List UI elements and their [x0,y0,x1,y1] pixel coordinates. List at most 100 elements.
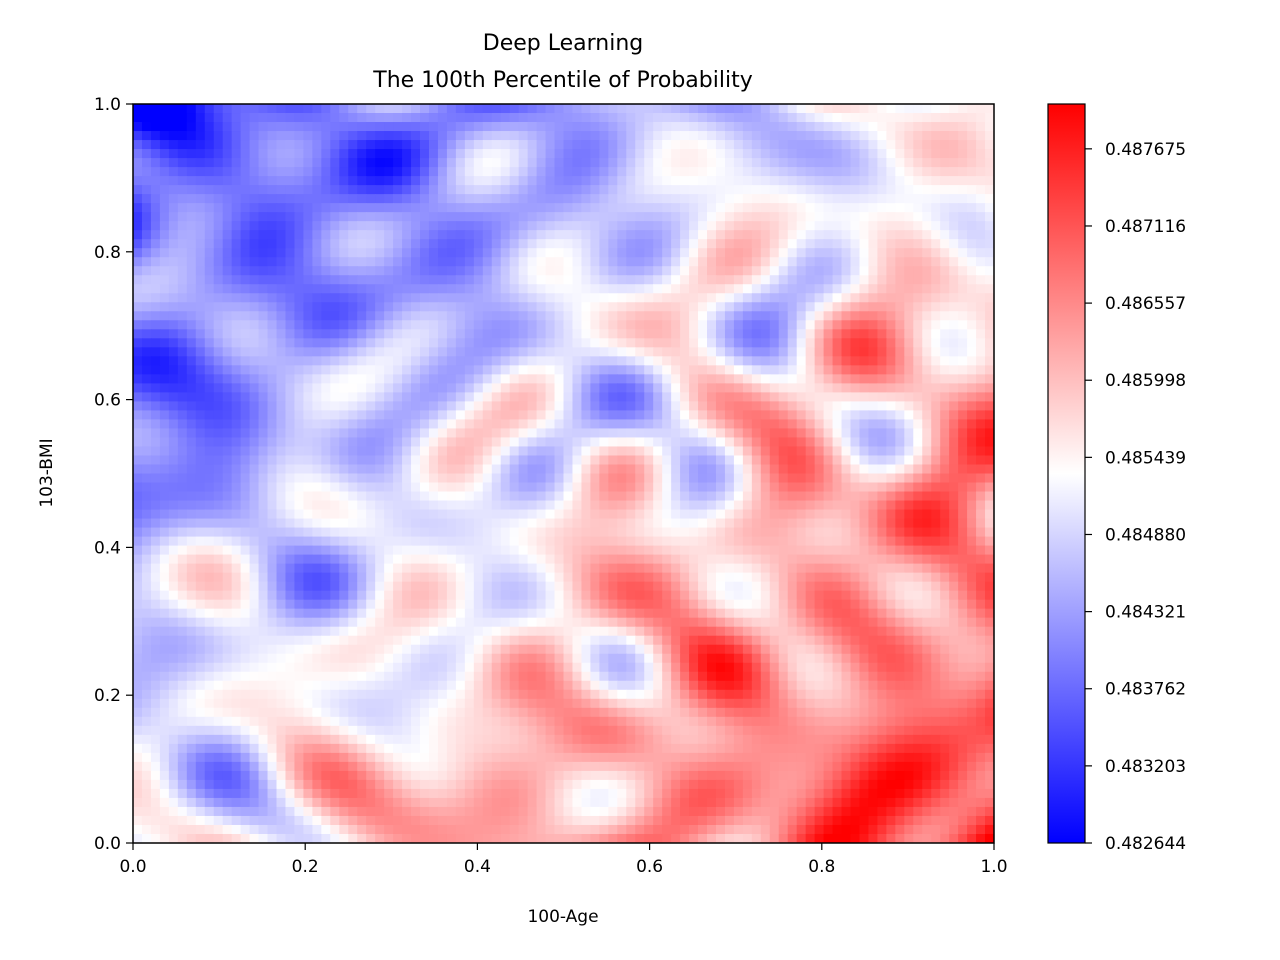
heatmap-cell [455,509,466,520]
heatmap-cell [922,554,932,565]
heatmap-cell [778,437,789,448]
heatmap-cell [141,284,152,294]
heatmap-cell [778,185,789,195]
heatmap-cell [446,500,457,511]
heatmap-cell [751,122,762,132]
heatmap-cell [563,518,574,529]
heatmap-cell [895,293,905,303]
heatmap-cell [554,500,565,511]
heatmap-cell [375,248,385,258]
heatmap-cell [967,545,977,556]
heatmap-cell [312,482,322,493]
heatmap-cell [402,113,412,123]
heatmap-cell [428,131,439,141]
heatmap-cell [769,446,780,457]
heatmap-cell [841,122,852,132]
heatmap-cell [249,401,260,412]
heatmap-cell [204,464,215,475]
heatmap-cell [491,158,502,168]
heatmap-cell [841,518,852,529]
heatmap-cell [536,509,547,520]
heatmap-cell [599,194,609,204]
heatmap-cell [366,212,376,222]
heatmap-cell [420,482,430,493]
heatmap-cell [428,545,439,556]
heatmap-cell [680,446,690,457]
heatmap-cell [150,383,161,393]
heatmap-cell [976,554,986,565]
heatmap-cell [240,527,251,538]
heatmap-cell [796,428,807,439]
heatmap-cell [931,347,941,357]
heatmap-cell [428,491,439,502]
heatmap-cell [294,248,305,258]
heatmap-cell [572,428,583,439]
heatmap-cell [500,266,511,276]
heatmap-cell [267,311,278,321]
heatmap-cell [590,212,600,222]
heatmap-cell [832,392,843,402]
heatmap-cell [267,104,278,114]
heatmap-cell [150,320,161,330]
heatmap-cell [464,482,475,493]
heatmap-cell [276,437,287,448]
heatmap-cell [617,320,627,330]
heatmap-cell [572,347,583,357]
heatmap-cell [689,329,699,339]
heatmap-cell [985,194,994,204]
heatmap-cell [276,248,287,258]
heatmap-cell [671,509,681,520]
heatmap-cell [473,230,484,240]
heatmap-cell [491,464,502,475]
heatmap-cell [366,275,376,285]
heatmap-cell [437,320,448,330]
heatmap-cell [590,113,600,123]
heatmap-cell [707,518,717,529]
heatmap-cell [787,302,798,312]
heatmap-cell [796,158,807,168]
heatmap-cell [608,419,618,430]
heatmap-cell [662,239,672,249]
heatmap-cell [940,248,950,258]
heatmap-cell [554,554,565,565]
heatmap-cell [572,140,583,150]
heatmap-cell [680,437,690,448]
heatmap-cell [258,320,269,330]
heatmap-cell [222,518,233,529]
heatmap-cell [904,131,914,141]
heatmap-cell [707,293,717,303]
heatmap-cell [554,464,565,475]
heatmap-cell [276,554,287,565]
heatmap-cell [922,329,932,339]
heatmap-cell [715,257,726,267]
heatmap-cell [662,482,672,493]
heatmap-cell [428,221,439,231]
heatmap-cell [527,221,538,231]
heatmap-cell [500,221,511,231]
heatmap-cell [482,185,493,195]
heatmap-cell [608,293,618,303]
heatmap-cell [913,266,923,276]
heatmap-cell [375,446,385,457]
heatmap-cell [258,113,269,123]
heatmap-cell [653,149,663,159]
heatmap-cell [348,329,358,339]
heatmap-cell [384,257,394,267]
heatmap-cell [303,536,313,547]
heatmap-cell [420,311,430,321]
heatmap-cell [141,338,152,348]
heatmap-cell [213,329,224,339]
heatmap-cell [572,266,583,276]
heatmap-cell [904,455,914,466]
heatmap-cell [724,212,735,222]
heatmap-cell [339,482,349,493]
heatmap-cell [689,491,699,502]
heatmap-cell [186,482,197,493]
heatmap-cell [141,518,152,529]
heatmap-cell [321,212,331,222]
heatmap-cell [357,203,367,213]
heatmap-cell [760,167,771,177]
heatmap-cell [276,563,287,574]
heatmap-cell [231,374,242,384]
heatmap-cell [823,410,834,421]
